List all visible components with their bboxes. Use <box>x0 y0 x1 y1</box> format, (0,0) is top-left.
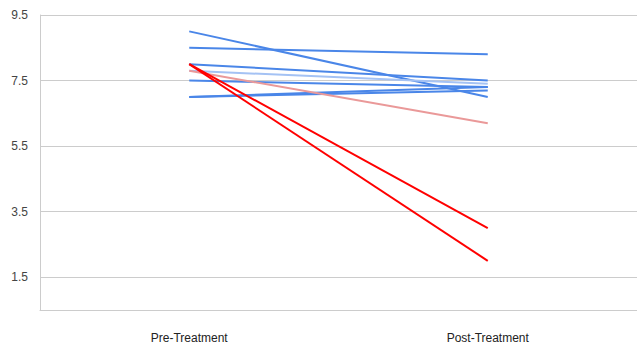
svg-text:Post-Treatment: Post-Treatment <box>447 331 530 345</box>
svg-text:7.5: 7.5 <box>11 74 28 88</box>
svg-text:9.5: 9.5 <box>11 8 28 22</box>
svg-text:1.5: 1.5 <box>11 270 28 284</box>
svg-text:5.5: 5.5 <box>11 139 28 153</box>
svg-text:3.5: 3.5 <box>11 205 28 219</box>
svg-text:Pre-Treatment: Pre-Treatment <box>151 331 229 345</box>
